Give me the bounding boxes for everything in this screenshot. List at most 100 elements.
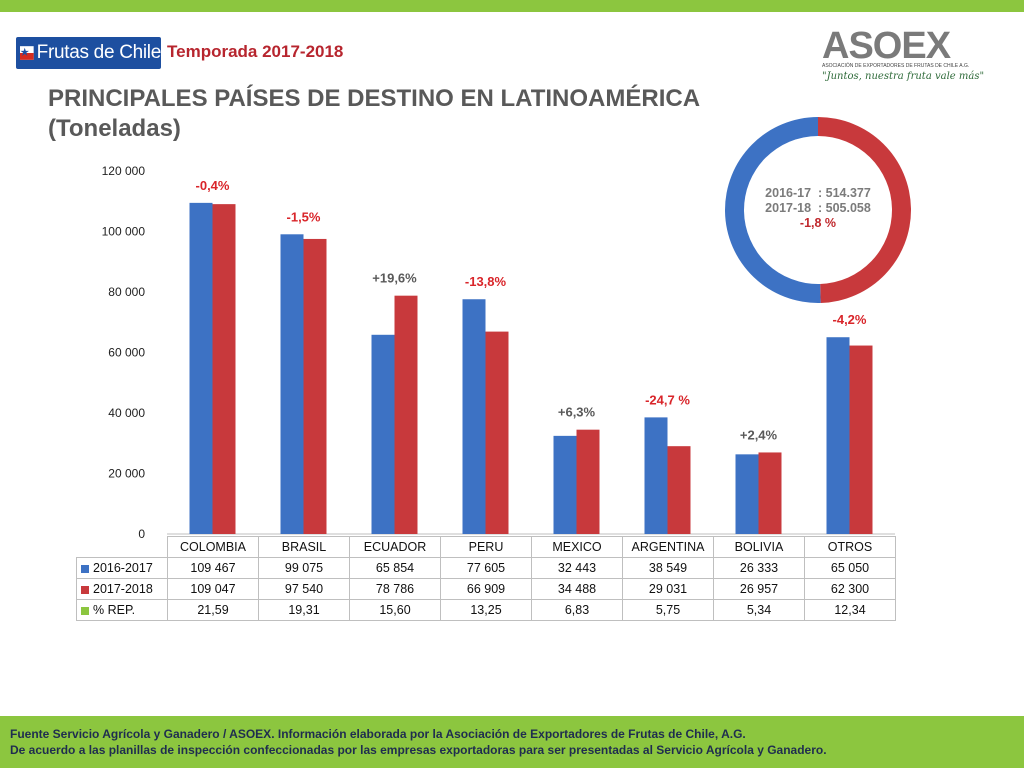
rep-cell: 6,83 (531, 599, 623, 621)
bar-2016-2017 (735, 454, 759, 534)
rep-name: % REP. (93, 603, 136, 617)
series-name-2016: 2016-2017 (93, 561, 153, 575)
donut-line-2017: 2017-18 : 505.058 (765, 201, 871, 215)
category-cell: PERU (440, 536, 532, 558)
y-tick-label: 120 000 (102, 164, 146, 178)
value-cell: 32 443 (531, 557, 623, 579)
value-cell: 38 549 (622, 557, 714, 579)
donut-line-2016: 2016-17 : 514.377 (765, 186, 871, 200)
asoex-logo: ASOEX ASOCIACIÓN DE EXPORTADORES DE FRUT… (822, 25, 985, 86)
y-tick-label: 0 (138, 527, 145, 541)
category-cell: BRASIL (258, 536, 350, 558)
footer-line-2: De acuerdo a las planillas de inspección… (10, 743, 827, 757)
value-cell: 29 031 (622, 578, 714, 600)
legend-key-2017 (81, 585, 89, 594)
bar-2016-2017 (371, 334, 395, 534)
change-label: +2,4% (740, 427, 778, 442)
rep-label: % REP. (76, 599, 168, 621)
donut-summary: 2016-17 : 514.377 2017-18 : 505.058 -1,8… (720, 186, 916, 231)
series-label-2016: 2016-2017 (76, 557, 168, 579)
rep-cell: 19,31 (258, 599, 350, 621)
y-tick-label: 60 000 (108, 346, 145, 360)
value-cell: 65 854 (349, 557, 441, 579)
value-cell: 109 467 (167, 557, 259, 579)
brand-text: Frutas de Chile (36, 42, 162, 63)
season-label: Temporada 2017-2018 (167, 42, 344, 61)
value-cell: 78 786 (349, 578, 441, 600)
bar-2017-2018 (849, 345, 873, 534)
bar-2017-2018 (667, 446, 691, 534)
series-label-2017: 2017-2018 (76, 578, 168, 600)
value-cell: 109 047 (167, 578, 259, 600)
asoex-slogan: "Juntos, nuestra fruta vale más" (822, 71, 985, 82)
value-cell: 97 540 (258, 578, 350, 600)
bar-2016-2017 (826, 337, 850, 534)
legend-key-2016 (81, 564, 89, 573)
data-table: COLOMBIA BRASIL ECUADOR PERU MEXICO ARGE… (76, 536, 896, 621)
donut-slice-2016-17 (725, 116, 821, 303)
bar-2017-2018 (303, 238, 327, 534)
legend-key-rep (81, 606, 89, 615)
top-accent-bar (0, 0, 1024, 12)
rep-cell: 13,25 (440, 599, 532, 621)
page-title: PRINCIPALES PAÍSES DE DESTINO EN LATINOA… (48, 84, 700, 144)
table-header-row: COLOMBIA BRASIL ECUADOR PERU MEXICO ARGE… (77, 536, 896, 558)
category-cell: COLOMBIA (167, 536, 259, 558)
value-cell: 34 488 (531, 578, 623, 600)
change-label: -24,7 % (645, 392, 690, 407)
title-line-2: (Toneladas) (48, 115, 181, 142)
donut-change: -1,8 % (799, 216, 837, 230)
value-cell: 26 333 (713, 557, 805, 579)
category-cell: ECUADOR (349, 536, 441, 558)
rep-cell: 5,75 (622, 599, 714, 621)
change-label: -4,2% (833, 312, 867, 327)
source-footer: Fuente Servicio Agrícola y Ganadero / AS… (0, 716, 1024, 768)
category-cell: MEXICO (531, 536, 623, 558)
table-corner (77, 537, 168, 558)
change-label: +19,6% (372, 271, 417, 286)
value-cell: 65 050 (804, 557, 896, 579)
bar-2016-2017 (280, 234, 304, 534)
bar-2017-2018 (758, 452, 782, 534)
y-tick-label: 20 000 (108, 467, 145, 481)
y-tick-label: 100 000 (102, 225, 146, 239)
value-cell: 77 605 (440, 557, 532, 579)
asoex-subtitle: ASOCIACIÓN DE EXPORTADORES DE FRUTAS DE … (822, 63, 970, 69)
donut-slice-2017-18 (818, 117, 912, 303)
title-line-1: PRINCIPALES PAÍSES DE DESTINO EN LATINOA… (48, 85, 701, 112)
bar-chart: 0 20 000 40 000 60 000 80 000 100 000 120 000 -… (102, 164, 895, 541)
table-row-rep: % REP. 21,59 19,31 15,60 13,25 6,83 5,75… (76, 599, 896, 621)
bar-2016-2017 (189, 202, 213, 535)
bar-2017-2018 (212, 204, 236, 535)
total-donut-chart (725, 116, 912, 303)
bar-2017-2018 (576, 429, 600, 534)
change-label: +6,3% (558, 405, 596, 420)
category-cell: BOLIVIA (713, 536, 805, 558)
category-cell: OTROS (804, 536, 896, 558)
rep-cell: 15,60 (349, 599, 441, 621)
bar-2017-2018 (394, 295, 418, 534)
bar-2016-2017 (462, 299, 486, 534)
change-label: -1,5% (287, 209, 321, 224)
category-cell: ARGENTINA (622, 536, 714, 558)
value-cell: 62 300 (804, 578, 896, 600)
change-label: -0,4% (196, 178, 230, 193)
y-tick-label: 80 000 (108, 285, 145, 299)
value-cell: 66 909 (440, 578, 532, 600)
bar-2016-2017 (644, 417, 668, 534)
table-row-2017: 2017-2018 109 047 97 540 78 786 66 909 3… (76, 578, 896, 600)
y-tick-label: 40 000 (108, 406, 145, 420)
change-label: -13,8% (465, 274, 507, 289)
rep-cell: 5,34 (713, 599, 805, 621)
bar-2016-2017 (553, 435, 577, 534)
asoex-name: ASOEX (822, 25, 951, 67)
table-row-2016: 2016-2017 109 467 99 075 65 854 77 605 3… (76, 557, 896, 579)
series-name-2017: 2017-2018 (93, 582, 153, 596)
value-cell: 26 957 (713, 578, 805, 600)
frutas-de-chile-logo: Frutas de Chile (16, 37, 161, 69)
footer-line-1: Fuente Servicio Agrícola y Ganadero / AS… (10, 727, 746, 741)
chile-star-icon (20, 46, 34, 60)
value-cell: 99 075 (258, 557, 350, 579)
rep-cell: 12,34 (804, 599, 896, 621)
bar-2017-2018 (485, 331, 509, 534)
